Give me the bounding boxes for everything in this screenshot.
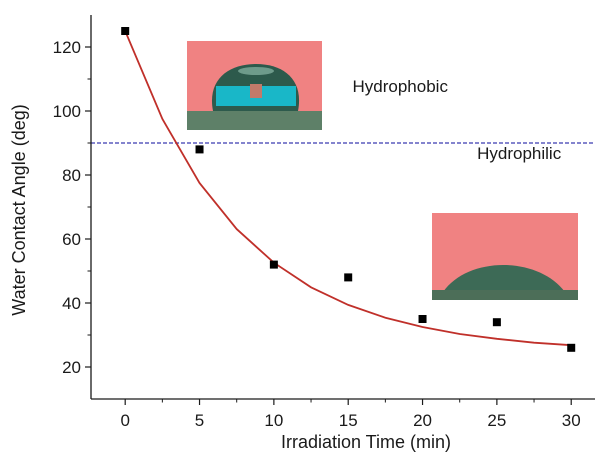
y-tick-label-4: 100 <box>53 102 81 121</box>
data-point-0-6 <box>567 343 576 352</box>
data-point-0-2 <box>269 260 278 269</box>
data-point-0-0 <box>121 27 130 35</box>
x-tick-label-4: 20 <box>413 411 432 430</box>
data-point-0-4 <box>418 315 427 323</box>
annotations: Hydrophobic Hydrophilic <box>353 77 562 163</box>
inset-bottom-substrate <box>432 290 578 300</box>
x-tick-label-5: 25 <box>487 411 506 430</box>
inset-droplet-hydrophobic <box>187 41 322 130</box>
x-ticks: 0 5 10 15 20 25 30 <box>120 399 581 430</box>
x-tick-label-6: 30 <box>562 411 581 430</box>
droplet-flat-icon <box>443 265 565 292</box>
droplet-reflection-core <box>250 84 262 98</box>
y-tick-label-2: 60 <box>62 230 81 249</box>
droplet-highlight <box>238 67 274 75</box>
data-point-0-1 <box>195 145 204 154</box>
y-tick-label-5: 120 <box>53 38 81 57</box>
x-tick-label-1: 5 <box>195 411 204 430</box>
y-tick-label-3: 80 <box>62 166 81 185</box>
data-point-0-3 <box>344 273 353 282</box>
data-points <box>121 27 576 352</box>
x-tick-label-2: 10 <box>264 411 283 430</box>
exponential-fit-line <box>124 30 572 347</box>
y-tick-label-0: 20 <box>62 358 81 377</box>
inset-top-substrate <box>187 111 322 130</box>
y-tick-label-1: 40 <box>62 294 81 313</box>
x-tick-label-0: 0 <box>120 411 129 430</box>
y-ticks: 20 40 60 80 100 120 <box>53 38 91 377</box>
annotation-1: Hydrophilic <box>477 144 562 163</box>
data-point-0-5 <box>492 318 501 327</box>
x-axis-title: Irradiation Time (min) <box>281 432 451 452</box>
inset-droplet-hydrophilic <box>432 213 578 300</box>
fit-curve <box>124 30 572 347</box>
annotation-0: Hydrophobic <box>353 77 449 96</box>
x-tick-label-3: 15 <box>339 411 358 430</box>
y-axis-title: Water Contact Angle (deg) <box>9 104 29 315</box>
